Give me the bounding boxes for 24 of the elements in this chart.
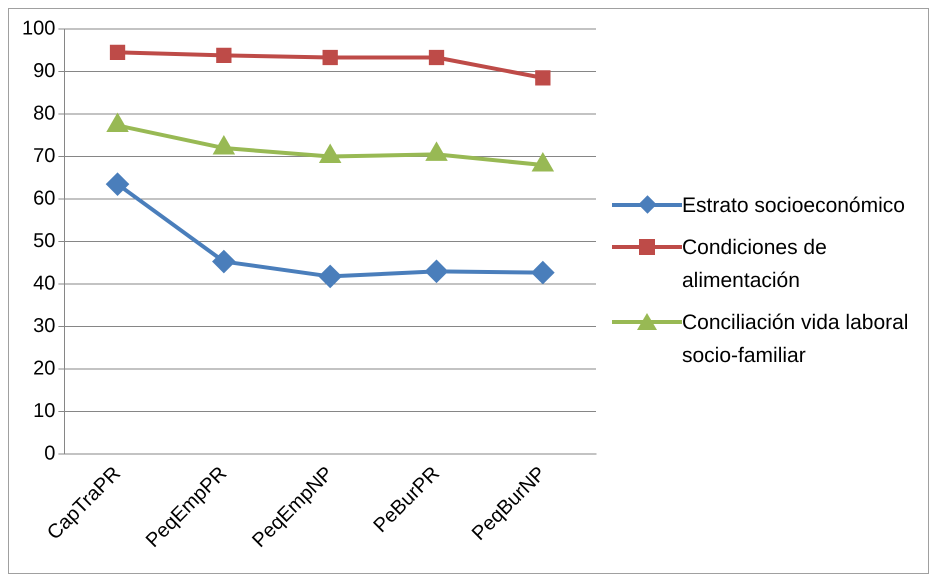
point xyxy=(428,50,444,66)
point xyxy=(110,44,126,60)
point xyxy=(212,250,235,273)
y-tick-label: 0 xyxy=(44,442,56,465)
point xyxy=(532,262,554,284)
y-tick-label: 70 xyxy=(33,145,56,168)
y-tick-label: 80 xyxy=(33,102,56,125)
point xyxy=(426,260,448,282)
y-tick-label: 90 xyxy=(33,60,56,82)
point xyxy=(535,70,550,86)
y-tick-label: 60 xyxy=(33,188,56,210)
y-tick-label: 30 xyxy=(33,315,56,338)
point xyxy=(322,50,338,66)
y-tick-label: 10 xyxy=(33,400,56,422)
y-tick-label: 40 xyxy=(33,272,56,295)
y-tick-label: 100 xyxy=(22,18,56,40)
legend-label: Conciliación vida laboral socio-familiar xyxy=(682,310,910,369)
point xyxy=(216,48,232,64)
legend-label: Estrato socioeconómico xyxy=(682,193,906,219)
point xyxy=(106,173,129,196)
legend-label: Condiciones de alimentación xyxy=(682,235,828,294)
point xyxy=(319,265,342,288)
y-tick-label: 20 xyxy=(33,358,56,380)
y-tick-label: 50 xyxy=(33,230,56,252)
